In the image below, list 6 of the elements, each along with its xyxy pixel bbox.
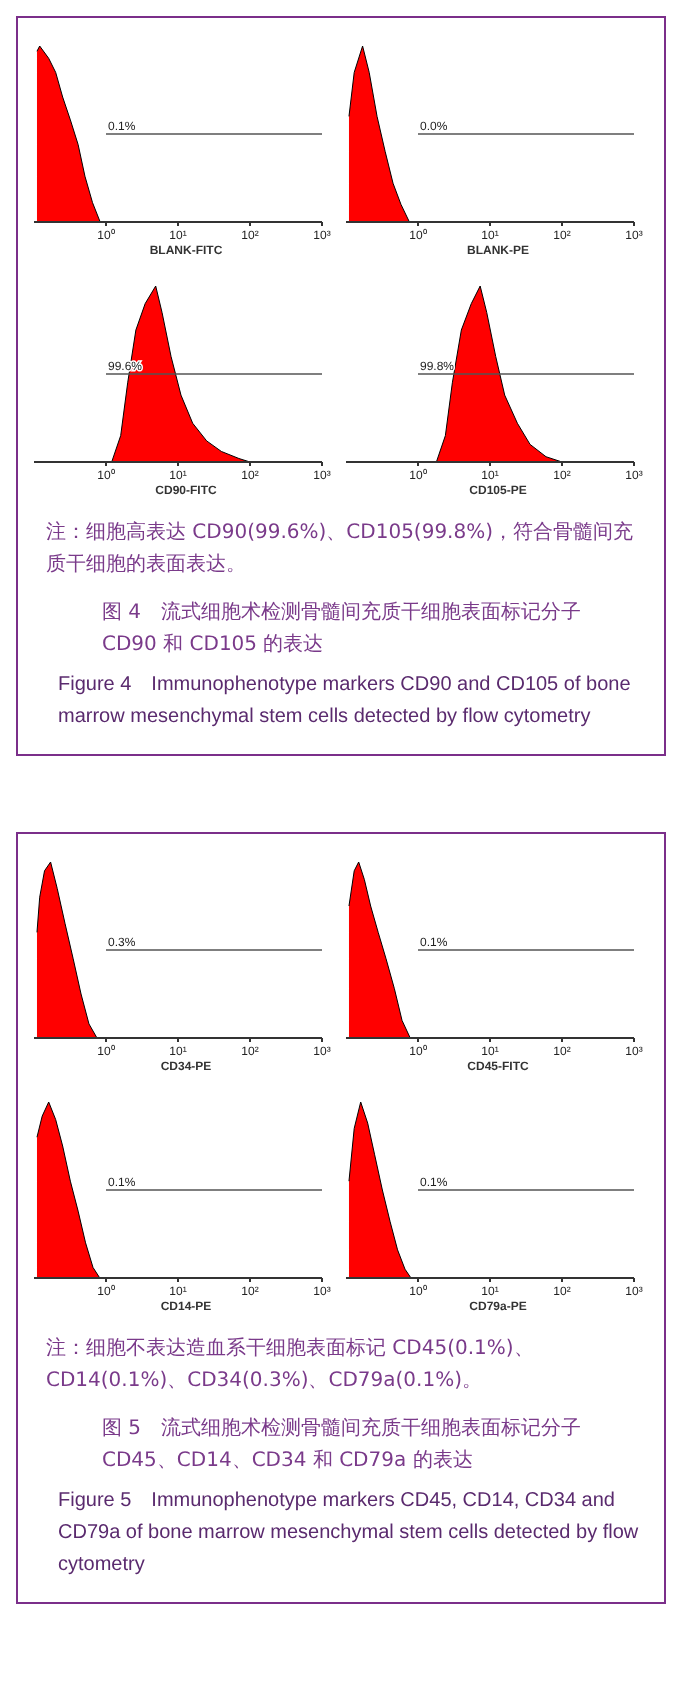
caption: Figure 5 Immunophenotype markers CD45, CD14, CD34 and CD79a of bone marrow mesenchymal stem cells detected by flow cytometry — [56, 1488, 641, 1580]
caption: 图 5 流式细胞术检测骨髓间充质干细胞表面标记分子 CD45、CD14、CD34 和 CD79a 的表达 — [100, 1415, 584, 1476]
text: 注：细胞不表达造血系干细胞表面标记 CD45(0.1%)、CD14(0.1%)、CD34(0.3%)、CD79a(0.1%)。 — [46, 1335, 536, 1396]
caption: 图 4 流式细胞术检测骨髓间充质干细胞表面标记分子 CD90 和 CD105 的表达 — [100, 599, 584, 660]
caption: Figure 4 Immunophenotype markers CD90 and CD105 of bone marrow mesenchymal stem cells detected by flow cytometry — [56, 672, 633, 732]
text: 注：细胞高表达 CD90(99.6%)、CD105(99.8%)，符合骨髓间充质干细胞的表面表达。 — [46, 519, 635, 580]
